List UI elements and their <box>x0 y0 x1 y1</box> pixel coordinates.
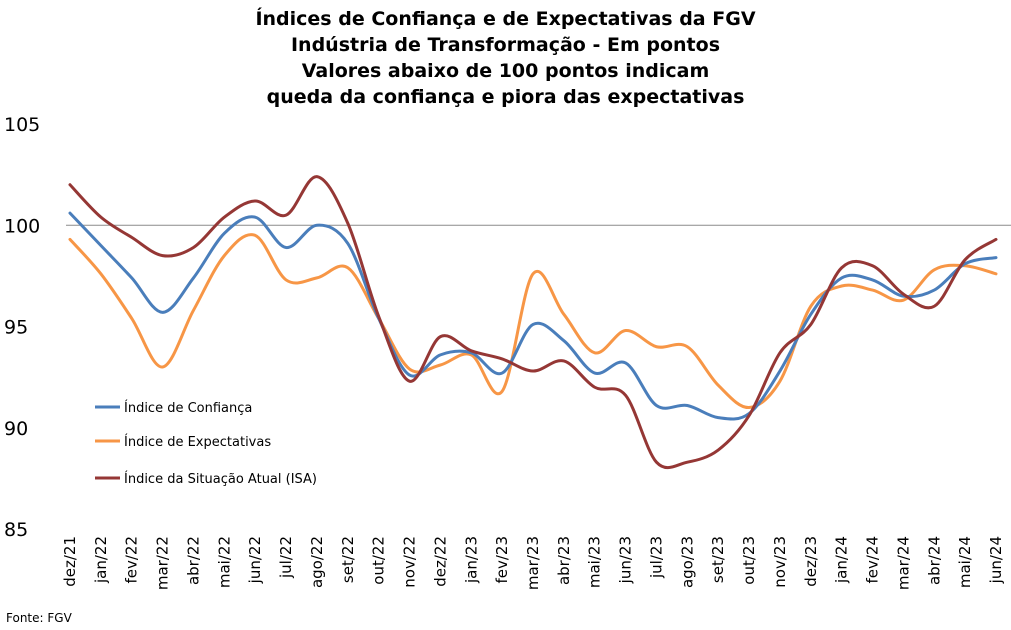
x-tick-label: jun/22 <box>246 536 264 584</box>
x-tick-label: set/23 <box>709 536 727 583</box>
x-tick-label: mai/22 <box>215 536 233 588</box>
title-line-3: Valores abaixo de 100 pontos indicam <box>301 60 710 82</box>
x-tick-label: mar/23 <box>524 536 542 590</box>
x-tick-label: mai/23 <box>586 536 604 588</box>
x-tick-label: abr/22 <box>184 536 202 585</box>
legend: Índice de Confiança Índice de Expectativa… <box>95 400 317 487</box>
x-tick-label: abr/24 <box>925 536 943 585</box>
x-tick-label: out/22 <box>370 536 388 585</box>
x-tick-label: nov/23 <box>771 536 789 588</box>
legend-label: Índice de Expectativas <box>124 434 271 450</box>
x-tick-label: set/22 <box>339 536 357 583</box>
chart-title: Índices de Confiança e de Expectativas d… <box>0 6 1011 110</box>
x-tick-label: fev/24 <box>864 536 882 584</box>
y-tick-label: 85 <box>4 519 28 541</box>
x-tick-label: jan/23 <box>462 536 480 584</box>
x-tick-label: ago/23 <box>678 536 696 588</box>
y-tick-label: 105 <box>4 114 40 136</box>
title-line-2: Indústria de Transformação - Em pontos <box>290 34 720 56</box>
x-tick-label: out/23 <box>740 536 758 585</box>
series-line-1 <box>68 233 998 409</box>
y-tick-label: 90 <box>4 418 28 440</box>
x-tick-label: nov/22 <box>401 536 419 588</box>
x-tick-label: mar/24 <box>894 536 912 590</box>
title-line-4: queda da confiança e piora das expectati… <box>266 86 745 108</box>
title-line-1: Índices de Confiança e de Expectativas d… <box>255 8 756 30</box>
source-note: Fonte: FGV <box>6 611 72 625</box>
series-lines <box>68 175 998 470</box>
y-tick-label: 95 <box>4 317 28 339</box>
x-tick-label: fev/23 <box>493 536 511 584</box>
x-tick-label: abr/23 <box>555 536 573 585</box>
legend-label: Índice de Confiança <box>124 400 252 416</box>
x-tick-label: dez/22 <box>431 536 449 587</box>
x-axis: dez/21 jan/22 fev/22 mar/22 abr/22 mai/22 jun/… <box>61 536 1005 590</box>
x-tick-label: mai/24 <box>956 536 974 588</box>
x-tick-label: ago/22 <box>308 536 326 588</box>
x-tick-label: jun/24 <box>987 536 1005 584</box>
y-tick-label: 100 <box>4 215 40 237</box>
x-tick-label: jan/24 <box>833 536 851 584</box>
y-axis: 85 90 95 100 105 <box>4 114 40 541</box>
x-tick-label: jul/22 <box>277 536 295 579</box>
x-tick-label: mar/22 <box>154 536 172 590</box>
x-tick-label: jan/22 <box>92 536 110 584</box>
x-tick-label: dez/23 <box>802 536 820 587</box>
series-line-2 <box>68 175 998 470</box>
legend-label: Índice da Situação Atual (ISA) <box>124 471 317 487</box>
x-tick-label: jun/23 <box>617 536 635 584</box>
series-line-0 <box>68 211 998 421</box>
x-tick-label: jul/23 <box>647 536 665 579</box>
x-tick-label: dez/21 <box>61 536 79 587</box>
x-tick-label: fev/22 <box>123 536 141 584</box>
